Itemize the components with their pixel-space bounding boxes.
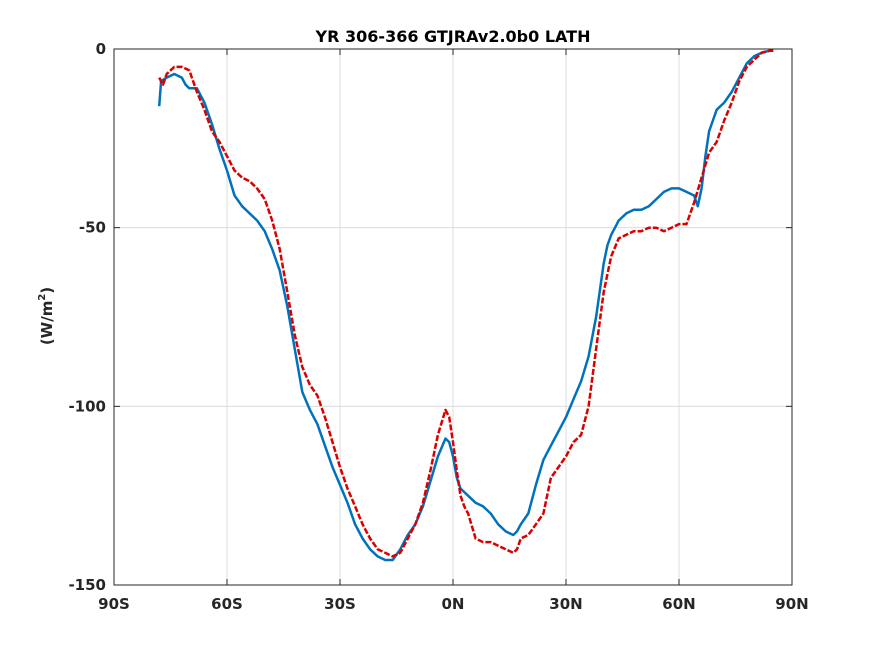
y-tick-label: 0 [96, 40, 106, 58]
x-tick-label: 60N [662, 595, 695, 613]
x-tick-label: 90N [775, 595, 808, 613]
y-axis-label-close: ) [38, 287, 56, 294]
y-tick-label: -150 [68, 576, 106, 594]
x-tick-label: 30S [324, 595, 356, 613]
tick-layer [113, 48, 793, 586]
series-line-1 [157, 49, 774, 562]
y-tick-label: -50 [79, 219, 106, 237]
series-layer [157, 49, 774, 562]
x-tick-label: 60S [211, 595, 243, 613]
y-tick-label: -100 [68, 397, 106, 415]
grid-layer [113, 48, 793, 586]
x-tick-label: 90S [98, 595, 130, 613]
x-tick-label: 0N [442, 595, 465, 613]
y-axis-label-main: (W/m [38, 301, 56, 346]
tick-label-layer: 90S 60S 30S 0N 30N 60N 90N 0 -50 -100 -150 [68, 40, 808, 613]
x-tick-label: 30N [549, 595, 582, 613]
y-axis-label-sup: 2 [37, 294, 48, 301]
series-line-2 [158, 49, 774, 558]
y-axis-label: (W/m2) [37, 287, 56, 345]
chart-title: YR 306-366 GTJRAv2.0b0 LATH [315, 27, 591, 46]
